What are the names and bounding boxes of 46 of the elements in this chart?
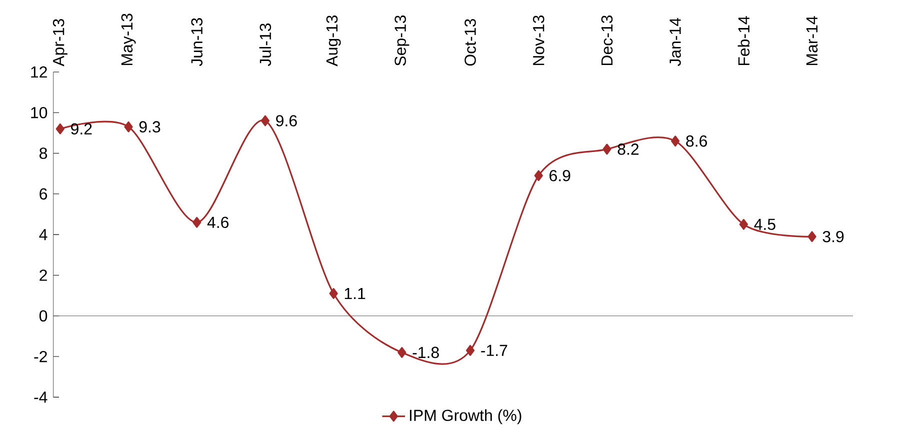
x-tick-label: Nov-13 [532,15,544,65]
data-label: 3.9 [822,230,844,242]
data-label: 4.6 [207,216,229,228]
point [739,218,748,230]
data-label: 1.1 [344,288,366,299]
x-tick-label: Feb-14 [738,16,750,65]
y-tick-label: 8 [40,148,48,159]
y-tick-label: 10 [31,106,48,118]
data-label: 9.2 [71,123,92,134]
y-tick-label: -2 [34,350,47,362]
legend-label: IPM Growth (%) [410,409,522,424]
point [398,346,406,358]
point [534,170,543,182]
x-tick-label: Dec-13 [601,15,613,65]
data-label: -1.8 [412,346,439,358]
point [260,115,270,126]
x-tick-label: May-13 [121,14,136,65]
point [329,288,338,299]
data-label: 4.5 [754,218,776,230]
x-tick-label: Sep-13 [394,15,410,66]
x-tick-label: Apr-13 [52,18,68,66]
data-label: 9.6 [276,115,297,126]
point [56,123,64,134]
y-tick-label: 6 [40,188,48,200]
data-label: 6.9 [550,170,570,182]
point [602,144,612,155]
point [124,121,133,132]
y-tick-label: 4 [39,229,48,240]
y-tick-label: 12 [31,66,47,78]
x-tick-label: Jun-13 [191,18,203,66]
data-label: -1.7 [481,344,508,356]
point [671,136,680,146]
point [466,344,475,356]
x-tick-label: Oct-13 [464,18,476,66]
x-tick-label: Mar-14 [806,16,818,65]
data-label: 8.6 [686,135,707,147]
data-label: 9.3 [139,121,160,132]
point [808,231,816,242]
data-label: 8.2 [618,143,639,155]
y-tick-label: 0 [39,310,48,322]
y-tick-label: -4 [34,392,48,403]
y-tick-label: 2 [40,270,47,281]
point [192,216,202,228]
x-tick-label: Jan-14 [670,18,681,66]
x-tick-label: Jul-13 [259,23,272,66]
x-tick-label: Aug-13 [326,15,341,66]
